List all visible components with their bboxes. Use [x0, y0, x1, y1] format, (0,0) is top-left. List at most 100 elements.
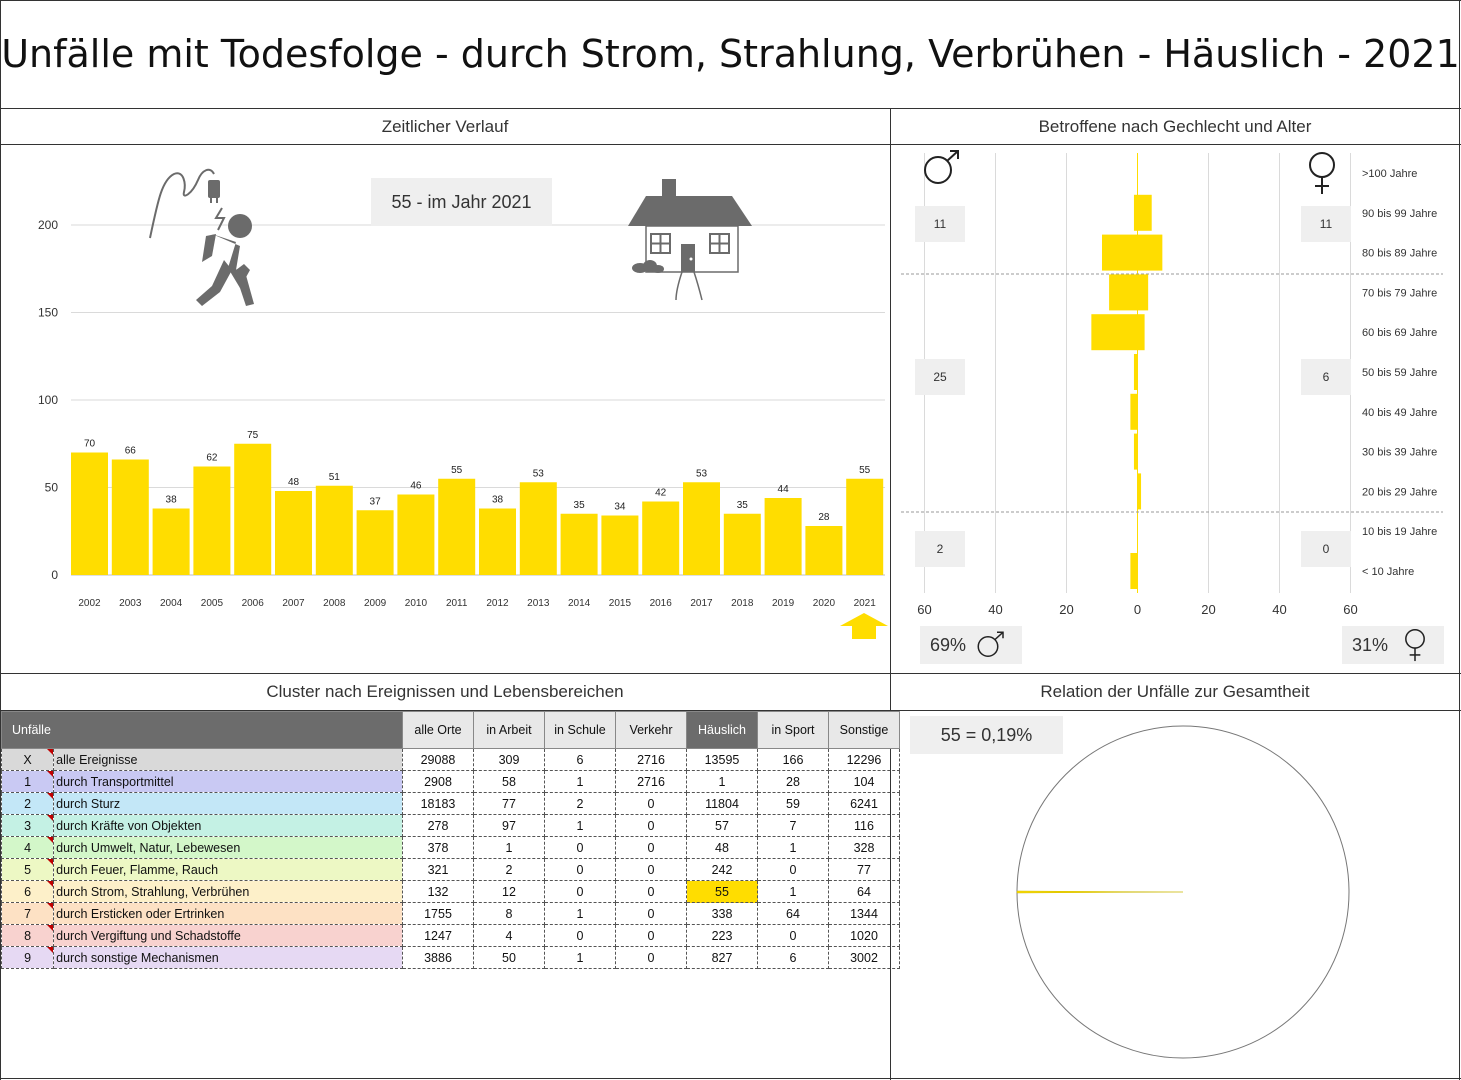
bar-value-label: 55 — [451, 465, 463, 476]
x-tick-label: 2020 — [813, 598, 836, 609]
table-cell: 104 — [828, 770, 900, 793]
age-gender-butterfly-chart: >100 Jahre 90 bis 99 Jahre 80 bis 89 Jahre… — [901, 153, 1443, 617]
y-tick-label: 150 — [38, 306, 58, 320]
relation-section-title: Relation der Unfälle zur Gesamtheit — [1040, 682, 1310, 701]
row-name: durch Vergiftung und Schadstoffe — [53, 924, 403, 947]
table-cell: 0 — [615, 946, 687, 969]
y-tick-label: 50 — [45, 481, 59, 495]
bar-2019 — [764, 498, 802, 575]
row-name: durch Sturz — [53, 792, 403, 815]
table-cell: 0 — [757, 924, 829, 947]
trend-bar-chart: 0 50 100 150 200 70 2002 66 2003 38 2004 62 2005 75 20… — [38, 218, 885, 609]
frame-top — [0, 0, 1461, 1]
table-cell: 64 — [757, 902, 829, 925]
table-cell: 58 — [473, 770, 545, 793]
table-cell: 0 — [544, 836, 616, 859]
bar-2002 — [71, 452, 108, 575]
bar-2007 — [275, 491, 312, 575]
row-id-cell: 2 — [0, 792, 55, 815]
table-cell: 0 — [615, 902, 687, 925]
bar-value-label: 42 — [655, 488, 667, 499]
row-id-cell: 6 — [0, 880, 55, 903]
bar-value-label: 48 — [288, 477, 300, 488]
age-group-label: 30 bis 39 Jahre — [1362, 447, 1437, 459]
divider-middle — [0, 673, 1461, 674]
table-cell: 0 — [544, 858, 616, 881]
row-id-cell: 4 — [0, 836, 55, 859]
comment-marker — [47, 903, 54, 909]
bar-value-label: 28 — [818, 512, 830, 523]
female-bar — [1137, 234, 1163, 271]
bar-2011 — [438, 478, 476, 575]
bar-2006 — [234, 443, 272, 575]
table-cell: 1 — [686, 770, 758, 793]
x-tick-label: 2004 — [160, 598, 183, 609]
table-cell: 13595 — [686, 748, 758, 771]
x-tick-label: 20 — [1059, 602, 1073, 617]
bar-2005 — [193, 466, 231, 575]
y-tick-label: 0 — [51, 568, 58, 582]
table-cell: 132 — [402, 880, 474, 903]
col-header: Sonstige — [828, 711, 900, 749]
table-row: 4 durch Umwelt, Natur, Lebewesen 378 1 0 0 48 1… — [0, 836, 900, 859]
table-cell: 1 — [544, 902, 616, 925]
male-share-value: 69% — [930, 634, 967, 655]
female-symbol-icon — [1405, 628, 1425, 662]
age-group-label: 60 bis 69 Jahre — [1362, 327, 1437, 339]
y-tick-label: 200 — [38, 218, 58, 232]
divider-bottom-header — [0, 710, 1461, 711]
bar-value-label: 53 — [696, 468, 708, 479]
table-cell: 338 — [686, 902, 758, 925]
x-tick-label: 2010 — [405, 598, 428, 609]
table-cell: 223 — [686, 924, 758, 947]
bar-2016 — [642, 501, 680, 575]
x-tick-label: 0 — [1134, 602, 1141, 617]
row-name: durch Umwelt, Natur, Lebewesen — [53, 836, 403, 859]
bar-value-label: 38 — [166, 495, 178, 506]
row-id: 4 — [24, 840, 32, 855]
table-cell: 2908 — [402, 770, 474, 793]
age-group-label: 90 bis 99 Jahre — [1362, 208, 1437, 220]
relation-pie-chart — [1016, 725, 1350, 1059]
bar-2017 — [683, 482, 720, 575]
female-count-under20: 0 — [1301, 531, 1351, 567]
trend-badge: 55 - im Jahr 2021 — [371, 178, 552, 226]
bar-value-label: 53 — [533, 468, 545, 479]
row-id: 7 — [24, 906, 32, 921]
col-header: in Schule — [544, 711, 616, 749]
table-row: 6 durch Strom, Strahlung, Verbrühen 132 12 0… — [0, 880, 900, 903]
table-cell: 0 — [544, 924, 616, 947]
bar-2020 — [805, 526, 843, 575]
col-header: Verkehr — [615, 711, 687, 749]
frame-left — [0, 0, 1, 1080]
row-id: 6 — [24, 884, 32, 899]
male-symbol-icon — [977, 631, 1004, 657]
table-cell: 48 — [686, 836, 758, 859]
row-id: 2 — [24, 796, 32, 811]
row-id: 9 — [24, 950, 32, 965]
frame-right — [1459, 0, 1460, 1080]
table-row: 9 durch sonstige Mechanismen 3886 50 1 0 827 6 3… — [0, 946, 900, 969]
age-group-label: >100 Jahre — [1362, 168, 1417, 180]
male-count-80plus: 11 — [915, 206, 965, 242]
age-group-label: 50 bis 59 Jahre — [1362, 367, 1437, 379]
x-tick-label: 2014 — [568, 598, 591, 609]
table-cell: 0 — [615, 880, 687, 903]
x-tick-label: 2002 — [78, 598, 101, 609]
male-symbol-icon — [924, 150, 959, 184]
male-bar — [1133, 433, 1138, 470]
comment-marker — [47, 947, 54, 953]
age-group-label: 10 bis 19 Jahre — [1362, 526, 1437, 538]
row-name: durch Feuer, Flamme, Rauch — [53, 858, 403, 881]
y-tick-label: 100 — [38, 393, 58, 407]
x-tick-label: 2011 — [446, 598, 468, 609]
col-header: Häuslich — [686, 711, 758, 749]
table-cell: 7 — [757, 814, 829, 837]
x-tick-label: 2013 — [527, 598, 550, 609]
table-cell: 278 — [402, 814, 474, 837]
row-id: 5 — [24, 862, 32, 877]
table-cell: 309 — [473, 748, 545, 771]
table-cell: 2 — [544, 792, 616, 815]
male-bar — [1109, 274, 1138, 311]
